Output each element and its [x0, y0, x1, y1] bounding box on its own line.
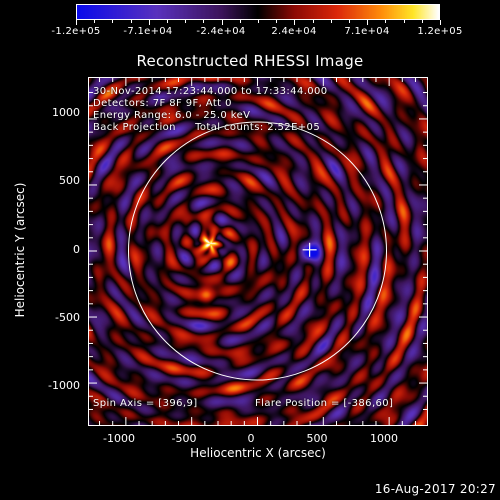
colorbar-minor-tick [94, 20, 96, 23]
y-tick-label: -1000 [48, 379, 80, 392]
axis-tick-marks [89, 78, 427, 425]
spin-axis-cross-marker [302, 242, 317, 257]
y-axis-label: Heliocentric Y (arcsec) [13, 182, 27, 318]
observation-info: 30-Nov-2014 17:23:44.000 to 17:33:44.000… [93, 86, 328, 134]
colorbar-tick-label: -2.4e+04 [196, 26, 246, 37]
y-tick-label: 500 [59, 174, 80, 187]
chart-title: Reconstructed RHESSI Image [136, 52, 364, 70]
colorbar-minor-tick [221, 20, 223, 25]
colorbar-tick-label: -1.2e+05 [51, 26, 101, 37]
colorbar-tick-label: -7.1e+04 [123, 26, 173, 37]
generation-date: 16-Aug-2017 20:27 [374, 482, 496, 496]
colorbar-tick-label: 2.4e+04 [271, 26, 317, 37]
colorbar-minor-tick [403, 20, 405, 23]
energy-range-text: Energy Range: 6.0 - 25.0 keV [93, 110, 251, 121]
colorbar-minor-tick [76, 20, 77, 25]
flare-position-text: Flare Position = [-386,60] [255, 398, 394, 409]
colorbar-minor-tick [148, 20, 150, 25]
colorbar-minor-tick [294, 20, 296, 25]
colorbar-minor-tick [330, 20, 332, 23]
y-tick-label: 0 [73, 243, 80, 256]
x-tick-label: 1000 [370, 432, 398, 445]
colorbar-minor-tick [440, 20, 441, 25]
method-text: Back Projection [93, 122, 176, 133]
colorbar-tick-label: 1.2e+05 [417, 26, 463, 37]
colorbar-minor-tick [276, 20, 278, 23]
colorbar-minor-tick [112, 20, 114, 23]
colorbar-tick-label: 7.1e+04 [344, 26, 390, 37]
y-tick-label: 1000 [52, 106, 80, 119]
colorbar-minor-tick [130, 20, 132, 23]
spin-axis-text: Spin Axis = [396,9] [93, 398, 198, 409]
image-plot-area [88, 77, 428, 426]
colorbar-minor-tick [258, 20, 259, 23]
plot-overlay [89, 78, 427, 425]
total-counts-text: Total counts: 2.52E+05 [195, 122, 321, 133]
colorbar-minor-tick [167, 20, 168, 23]
colorbar-minor-tick [203, 20, 205, 23]
x-axis-label: Heliocentric X (arcsec) [190, 446, 326, 460]
solar-limb-circle [127, 121, 388, 381]
colorbar-minor-tick [312, 20, 314, 23]
x-tick-label: 0 [247, 432, 255, 445]
colorbar-minor-tick [421, 20, 423, 23]
colorbar-minor-tick [349, 20, 350, 23]
detectors-text: Detectors: 7F 8F 9F, Att 0 [93, 98, 232, 109]
heatmap-image [89, 78, 427, 425]
x-tick-label: -500 [171, 432, 197, 445]
colorbar-minor-tick [367, 20, 369, 25]
colorbar-minor-tick [385, 20, 387, 23]
colorbar-minor-tick [239, 20, 241, 23]
x-tick-label: -1000 [103, 432, 135, 445]
y-tick-label: -500 [55, 311, 80, 324]
time-range-text: 30-Nov-2014 17:23:44.000 to 17:33:44.000 [93, 86, 328, 97]
x-tick-label: 500 [306, 432, 328, 445]
colorbar-minor-tick [185, 20, 187, 23]
colorbar [76, 4, 440, 20]
